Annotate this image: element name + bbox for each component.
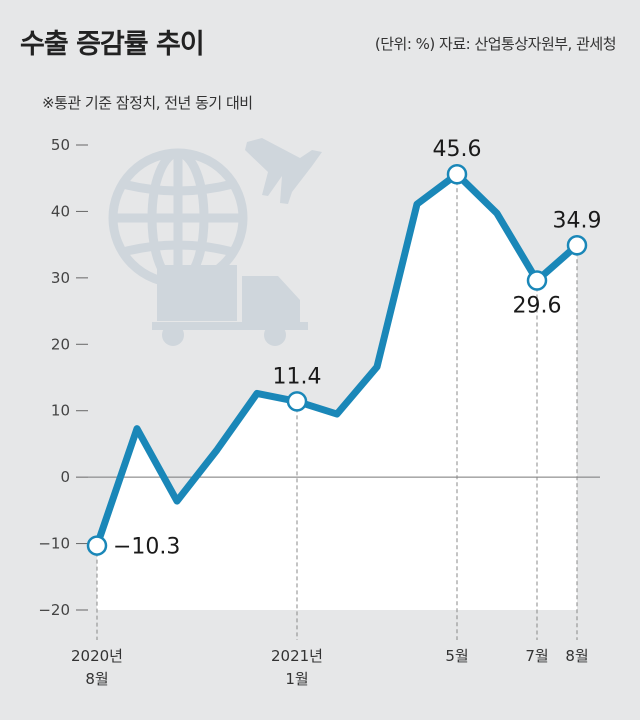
x-tick-label: 2021년 xyxy=(271,647,323,665)
chart-source: (단위: %) 자료: 산업통상자원부, 관세청 xyxy=(374,35,617,53)
x-tick-label: 1월 xyxy=(285,670,308,688)
globe-icon xyxy=(108,148,248,288)
y-tick-label: 40 xyxy=(51,202,70,220)
truck-icon xyxy=(152,265,308,346)
x-tick-label: 7월 xyxy=(525,647,548,665)
data-label: 11.4 xyxy=(273,364,322,389)
data-point-marker xyxy=(286,391,308,412)
series-line xyxy=(93,170,581,550)
data-label: 34.9 xyxy=(553,208,602,233)
data-label: 29.6 xyxy=(513,294,562,319)
data-label: −10.3 xyxy=(113,535,180,560)
x-tick-label: 2020년 xyxy=(71,647,123,665)
y-tick-label: 50 xyxy=(51,136,70,154)
y-tick-label: 0 xyxy=(60,468,70,486)
data-point-marker xyxy=(526,270,548,291)
y-tick-label: −20 xyxy=(38,601,70,619)
y-tick-label: 10 xyxy=(51,402,70,420)
x-tick-label: 5월 xyxy=(445,647,468,665)
x-tick-label: 8월 xyxy=(85,670,108,688)
y-tick-label: 20 xyxy=(51,335,70,353)
data-point-marker xyxy=(86,535,108,556)
chart-note: ※통관 기준 잠정치, 전년 동기 대비 xyxy=(42,94,253,112)
airplane-icon xyxy=(245,138,322,204)
y-tick-label: −10 xyxy=(38,535,70,553)
x-tick-label: 8월 xyxy=(565,647,588,665)
chart-title: 수출 증감률 추이 xyxy=(20,29,205,60)
data-point-marker xyxy=(446,163,468,185)
data-point-marker xyxy=(566,235,588,256)
data-label: 45.6 xyxy=(433,137,482,162)
y-tick-label: 30 xyxy=(51,269,70,287)
